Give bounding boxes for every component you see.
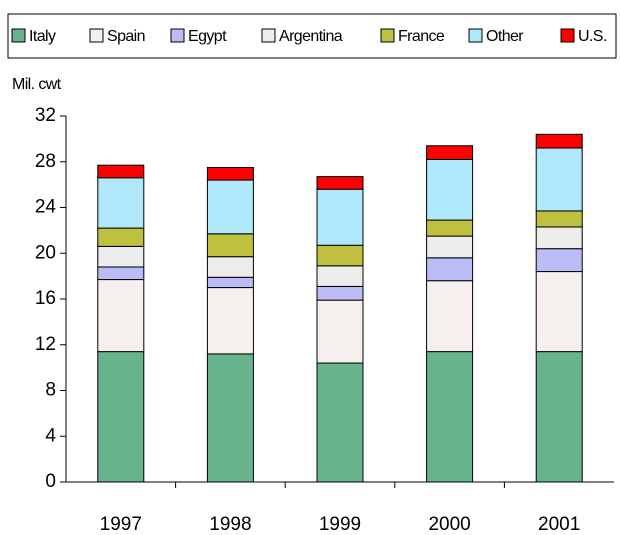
bar-segment — [426, 280, 474, 353]
bar-segment — [316, 285, 364, 301]
bar-segment — [316, 244, 364, 267]
bar-segment — [426, 235, 474, 259]
bar-segment — [426, 145, 474, 160]
x-tick-label: 2001 — [538, 514, 580, 535]
bar-segment — [206, 233, 254, 258]
legend-box — [7, 13, 617, 59]
bar-segment — [316, 265, 364, 287]
bar-segment — [97, 177, 145, 229]
y-tick-label: 20 — [35, 242, 56, 263]
bar-segment — [535, 271, 583, 353]
y-tick-label: 32 — [35, 105, 56, 126]
bar-segment — [206, 287, 254, 355]
bar-segment — [206, 166, 254, 181]
bar-segment — [97, 245, 145, 268]
bar-segment — [316, 299, 364, 364]
bar-segment — [426, 219, 474, 237]
y-axis-label: Mil. cwt — [12, 76, 62, 93]
legend-swatch — [380, 28, 395, 43]
y-tick-label: 8 — [45, 380, 56, 401]
bar-segment — [426, 257, 474, 282]
legend-label: Egypt — [188, 28, 227, 45]
bar-segment — [535, 133, 583, 149]
bar-segment — [316, 176, 364, 190]
bar-segment — [97, 279, 145, 353]
bar-segment — [97, 266, 145, 281]
legend-swatch — [261, 28, 276, 43]
bar-segment — [426, 351, 474, 483]
bar-segment — [206, 256, 254, 278]
bar-segment — [97, 227, 145, 247]
y-tick-label: 0 — [45, 471, 56, 492]
bar-segment — [206, 353, 254, 483]
legend-label: Spain — [107, 28, 145, 45]
bar-segment — [535, 248, 583, 273]
bar-segment — [206, 276, 254, 289]
legend-swatch — [11, 28, 26, 43]
bar-segment — [535, 351, 583, 483]
bar-segment — [535, 210, 583, 228]
y-tick-label: 4 — [45, 425, 56, 446]
x-tick-label: 1999 — [319, 514, 361, 535]
bar-segment — [426, 158, 474, 221]
legend-swatch — [89, 28, 104, 43]
legend-swatch — [170, 28, 185, 43]
x-tick-label: 1997 — [100, 514, 142, 535]
bar-segment — [97, 164, 145, 179]
legend-label: Argentina — [279, 28, 343, 45]
bar-segment — [535, 147, 583, 212]
legend-label: Other — [486, 28, 524, 45]
y-tick-label: 16 — [35, 288, 56, 309]
x-tick-label: 1998 — [209, 514, 251, 535]
y-tick-label: 24 — [35, 197, 57, 218]
bar-segment — [316, 188, 364, 246]
bar-segment — [97, 351, 145, 483]
legend-label: France — [398, 28, 445, 45]
legend-label: U.S. — [578, 28, 607, 45]
bar-segment — [316, 362, 364, 483]
bar-segment — [206, 179, 254, 235]
y-tick-label: 28 — [35, 151, 56, 172]
x-tick-label: 2000 — [428, 514, 470, 535]
y-tick-label: 12 — [35, 334, 56, 355]
legend-swatch — [560, 28, 575, 43]
bar-segment — [535, 226, 583, 250]
legend-swatch — [468, 28, 483, 43]
legend-label: Italy — [29, 28, 56, 45]
